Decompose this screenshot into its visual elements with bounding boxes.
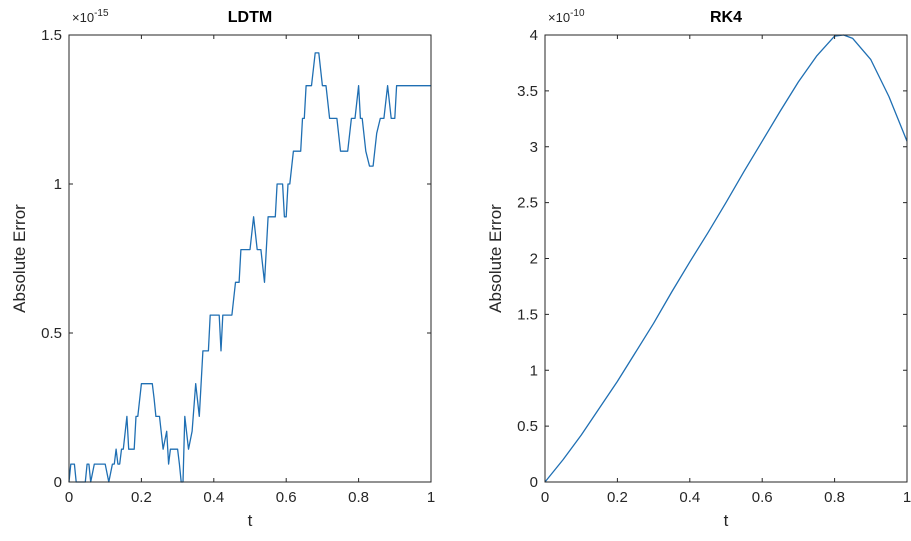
rk4-y-tick-label: 4	[530, 27, 538, 44]
rk4-y-tick-label: 3.5	[517, 83, 538, 100]
rk4-y-tick-label: 0	[530, 474, 538, 491]
ldtm-axes-box	[68, 34, 432, 483]
ldtm-x-tick-label: 0	[65, 489, 73, 506]
rk4-y-tick-label: 1	[530, 362, 538, 379]
rk4-y-ticks: 0 0.5 1 1.5 2 2.5 3 3.5 4	[517, 27, 907, 491]
rk4-marks	[544, 34, 908, 483]
rk4-y-tick-label: 1.5	[517, 306, 538, 323]
rk4-x-tick-label: 0.6	[752, 489, 773, 506]
rk4-x-tick-label: 0.4	[679, 489, 700, 506]
rk4-x-tick-label: 0.8	[824, 489, 845, 506]
ldtm-x-tick-label: 0.2	[131, 489, 152, 506]
rk4-chart-title: RK4	[710, 9, 742, 26]
rk4-x-tick-label: 1	[903, 489, 911, 506]
rk4-y-tick-label: 2.5	[517, 195, 538, 212]
rk4-chart: RK4 ×10-10 0 0.2 0.4 0.6 0.8 1 0 0.5 1 1.5 2 2.5 3 3…	[486, 8, 911, 530]
rk4-y-tick-label: 3	[530, 139, 538, 156]
ldtm-y-tick-label: 0.5	[41, 325, 62, 342]
ldtm-chart: LDTM ×10-15 0 0.2 0.4 0.6 0.8 1 0 0.5 1 1.5 t Ab…	[10, 8, 435, 530]
ldtm-y-ticks: 0 0.5 1 1.5	[41, 27, 431, 491]
ldtm-x-tick-label: 0.8	[348, 489, 369, 506]
rk4-y-tick-label: 2	[530, 251, 538, 268]
ldtm-series-line	[68, 52, 431, 483]
rk4-x-tick-label: 0.2	[607, 489, 628, 506]
rk4-y-axis-label: Absolute Error	[486, 204, 505, 313]
ldtm-x-axis-label: t	[248, 511, 253, 530]
ldtm-y-exponent: ×10-15	[72, 8, 109, 25]
ldtm-x-tick-label: 0.6	[276, 489, 297, 506]
rk4-x-tick-label: 0	[541, 489, 549, 506]
rk4-series-line	[544, 34, 908, 483]
rk4-axes-box	[544, 34, 908, 483]
ldtm-marks	[68, 52, 431, 483]
rk4-x-axis-label: t	[724, 511, 729, 530]
ldtm-y-tick-label: 1.5	[41, 27, 62, 44]
ldtm-y-axis-label: Absolute Error	[10, 204, 29, 313]
ldtm-y-tick-label: 1	[54, 176, 62, 193]
ldtm-y-tick-label: 0	[54, 474, 62, 491]
ldtm-x-tick-label: 1	[427, 489, 435, 506]
rk4-x-ticks: 0 0.2 0.4 0.6 0.8 1	[541, 35, 911, 506]
ldtm-x-tick-label: 0.4	[203, 489, 224, 506]
ldtm-chart-title: LDTM	[228, 9, 272, 26]
rk4-y-exponent: ×10-10	[548, 8, 585, 25]
rk4-y-tick-label: 0.5	[517, 418, 538, 435]
ldtm-x-ticks: 0 0.2 0.4 0.6 0.8 1	[65, 35, 435, 506]
